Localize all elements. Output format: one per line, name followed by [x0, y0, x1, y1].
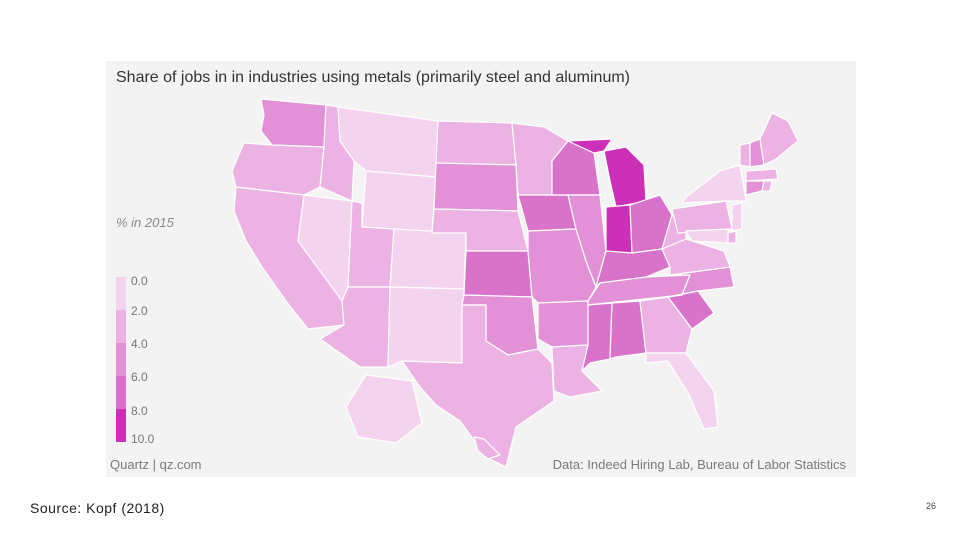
state-nc — [667, 266, 735, 298]
legend-label-5: 10.0 — [131, 432, 155, 446]
state-nd — [435, 120, 517, 166]
credit-right: Data: Indeed Hiring Lab, Bureau of Labor… — [552, 457, 846, 472]
legend-title: % in 2015 — [116, 215, 174, 230]
legend-swatch-0 — [116, 277, 126, 310]
legend-label-4: 8.0 — [131, 404, 148, 418]
state-or — [231, 142, 325, 196]
chart-title: Share of jobs in in industries using met… — [116, 69, 630, 86]
state-vt — [739, 142, 751, 168]
legend-swatch-2 — [116, 343, 126, 376]
us-map — [231, 98, 799, 468]
state-de — [727, 230, 737, 244]
state-ny — [681, 164, 747, 204]
legend-label-1: 2.0 — [131, 304, 148, 318]
state-ri — [761, 180, 773, 192]
state-nj — [731, 202, 743, 232]
legend-swatch-1 — [116, 310, 126, 343]
state-ak — [345, 374, 423, 444]
state-ct — [745, 180, 765, 196]
legend-label-2: 4.0 — [131, 337, 148, 351]
state-md — [685, 228, 729, 244]
state-in — [605, 204, 633, 258]
state-sd — [433, 162, 519, 212]
state-co — [389, 228, 467, 290]
credit-left: Quartz | qz.com — [110, 457, 202, 472]
state-ga — [639, 296, 693, 354]
legend-label-0: 0.0 — [131, 274, 148, 288]
state-ma — [745, 168, 779, 182]
legend-swatch-4 — [116, 409, 126, 442]
state-nm — [387, 286, 465, 368]
state-hi — [473, 436, 501, 460]
state-pa — [671, 200, 733, 234]
state-fl — [645, 352, 719, 430]
state-me — [759, 112, 799, 166]
page-number: 26 — [926, 501, 937, 511]
state-ia — [517, 194, 577, 232]
state-ar — [537, 300, 589, 348]
legend-label-3: 6.0 — [131, 370, 148, 384]
state-al — [609, 300, 647, 360]
legend-swatch-3 — [116, 376, 126, 409]
state-wy — [361, 170, 437, 234]
map-figure: Share of jobs in in industries using met… — [106, 61, 856, 477]
source-citation: Source: Kopf (2018) — [30, 500, 165, 516]
state-wa — [260, 98, 327, 148]
state-ks — [463, 250, 533, 298]
